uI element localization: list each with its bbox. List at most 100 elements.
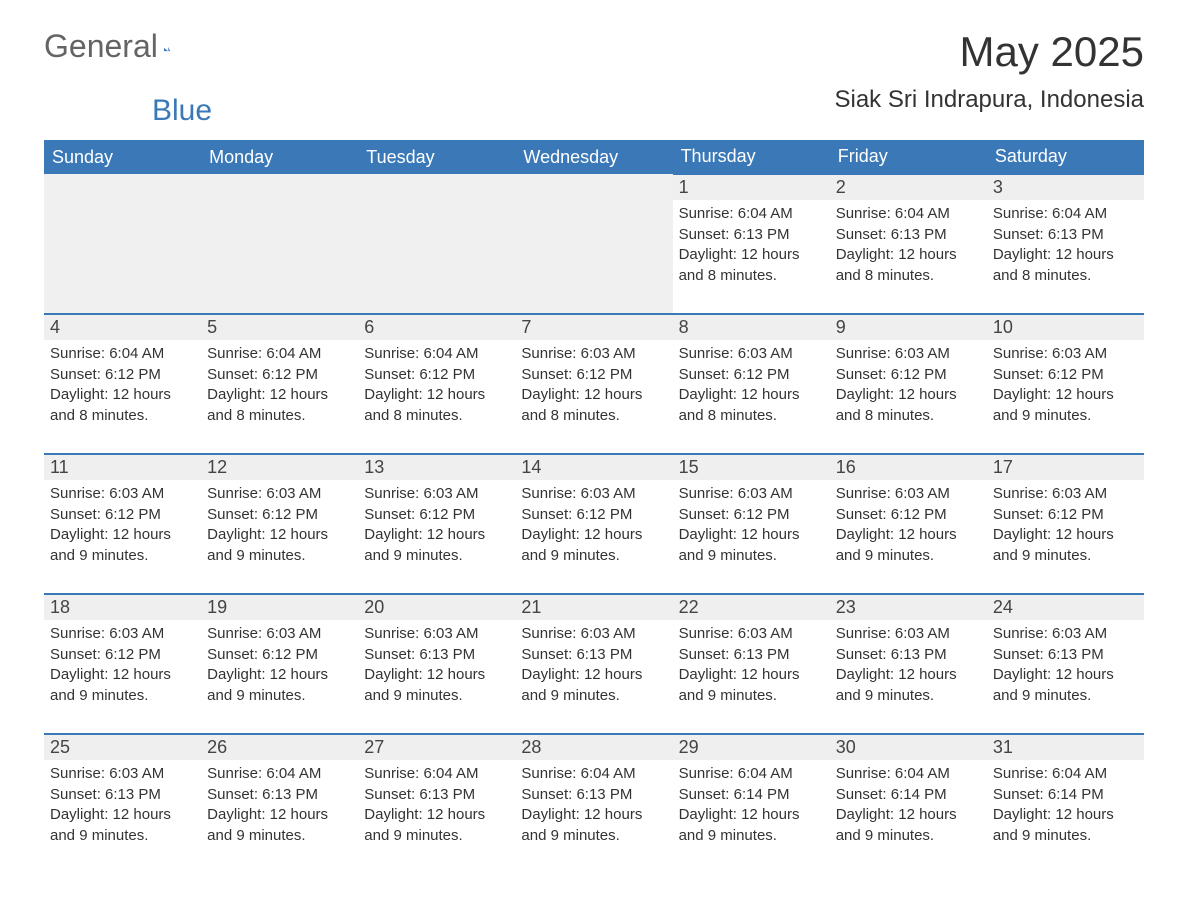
calendar-head: SundayMondayTuesdayWednesdayThursdayFrid… [44,140,1144,174]
logo: General [44,28,200,65]
sunset-line: Sunset: 6:14 PM [679,786,790,803]
day-number: 3 [987,175,1144,200]
day-cell: 5Sunrise: 6:04 AMSunset: 6:12 PMDaylight… [201,314,358,454]
page-title: May 2025 [834,28,1144,76]
sunrise-line: Sunrise: 6:04 AM [836,205,950,222]
day-info: Sunrise: 6:03 AMSunset: 6:12 PMDaylight:… [993,344,1138,427]
daylight-line: Daylight: 12 hours and 8 minutes. [207,386,328,424]
daylight-line: Daylight: 12 hours and 9 minutes. [993,386,1114,424]
daylight-line: Daylight: 12 hours and 8 minutes. [836,386,957,424]
day-cell: 6Sunrise: 6:04 AMSunset: 6:12 PMDaylight… [358,314,515,454]
day-info: Sunrise: 6:04 AMSunset: 6:14 PMDaylight:… [836,764,981,847]
day-number: 17 [987,455,1144,480]
daylight-line: Daylight: 12 hours and 8 minutes. [521,386,642,424]
day-cell: 19Sunrise: 6:03 AMSunset: 6:12 PMDayligh… [201,594,358,734]
sunset-line: Sunset: 6:12 PM [50,646,161,663]
day-number: 6 [358,315,515,340]
daylight-line: Daylight: 12 hours and 9 minutes. [521,666,642,704]
sunrise-line: Sunrise: 6:03 AM [679,345,793,362]
daylight-line: Daylight: 12 hours and 9 minutes. [993,666,1114,704]
day-cell: 21Sunrise: 6:03 AMSunset: 6:13 PMDayligh… [515,594,672,734]
sunrise-line: Sunrise: 6:03 AM [50,625,164,642]
sunrise-line: Sunrise: 6:03 AM [364,485,478,502]
day-info: Sunrise: 6:04 AMSunset: 6:12 PMDaylight:… [207,344,352,427]
sunrise-line: Sunrise: 6:03 AM [521,345,635,362]
calendar-table: SundayMondayTuesdayWednesdayThursdayFrid… [44,140,1144,874]
daylight-line: Daylight: 12 hours and 9 minutes. [207,666,328,704]
sunrise-line: Sunrise: 6:03 AM [521,485,635,502]
day-cell: 30Sunrise: 6:04 AMSunset: 6:14 PMDayligh… [830,734,987,874]
day-number: 23 [830,595,987,620]
sunset-line: Sunset: 6:12 PM [836,366,947,383]
sunset-line: Sunset: 6:14 PM [993,786,1104,803]
sunset-line: Sunset: 6:12 PM [50,366,161,383]
daylight-line: Daylight: 12 hours and 9 minutes. [364,526,485,564]
day-info: Sunrise: 6:04 AMSunset: 6:13 PMDaylight:… [207,764,352,847]
day-cell: 9Sunrise: 6:03 AMSunset: 6:12 PMDaylight… [830,314,987,454]
day-info: Sunrise: 6:03 AMSunset: 6:12 PMDaylight:… [207,624,352,707]
day-number: 20 [358,595,515,620]
sunset-line: Sunset: 6:12 PM [207,506,318,523]
sunrise-line: Sunrise: 6:04 AM [207,765,321,782]
sunrise-line: Sunrise: 6:04 AM [993,205,1107,222]
sunset-line: Sunset: 6:12 PM [364,506,475,523]
daylight-line: Daylight: 12 hours and 9 minutes. [836,526,957,564]
day-cell: 1Sunrise: 6:04 AMSunset: 6:13 PMDaylight… [673,174,830,314]
day-number: 16 [830,455,987,480]
day-info: Sunrise: 6:03 AMSunset: 6:12 PMDaylight:… [679,484,824,567]
day-info: Sunrise: 6:03 AM Sunset: 6:12 PM Daylight:… [50,624,195,707]
daylight-line: Daylight: 12 hours and 9 minutes. [993,806,1114,844]
day-number: 28 [515,735,672,760]
day-info: Sunrise: 6:03 AMSunset: 6:13 PMDaylight:… [364,624,509,707]
day-number: 15 [673,455,830,480]
sunrise-line: Sunrise: 6:03 AM [50,765,164,782]
sunrise-line: Sunrise: 6:03 AM [993,625,1107,642]
day-info: Sunrise: 6:04 AMSunset: 6:12 PMDaylight:… [50,344,195,427]
day-number: 8 [673,315,830,340]
calendar-row: 11 Sunrise: 6:03 AM Sunset: 6:12 PM Dayligh… [44,454,1144,594]
day-number: 12 [201,455,358,480]
sunset-line: Sunset: 6:14 PM [836,786,947,803]
sunrise-line: Sunrise: 6:03 AM [207,485,321,502]
day-info: Sunrise: 6:04 AMSunset: 6:13 PMDaylight:… [679,204,824,287]
day-info: Sunrise: 6:03 AM Sunset: 6:12 PM Daylight:… [364,484,509,567]
day-cell: 26Sunrise: 6:04 AMSunset: 6:13 PMDayligh… [201,734,358,874]
day-info: Sunrise: 6:03 AMSunset: 6:12 PMDaylight:… [679,344,824,427]
day-cell: 31Sunrise: 6:04 AMSunset: 6:14 PMDayligh… [987,734,1144,874]
day-cell: 23 Sunrise: 6:03 AMSunset: 6:13 PMDayligh… [830,594,987,734]
sunset-line: Sunset: 6:12 PM [993,366,1104,383]
daylight-line: Daylight: 12 hours and 9 minutes. [50,666,171,704]
day-info: Sunrise: 6:04 AMSunset: 6:14 PMDaylight:… [993,764,1138,847]
day-number: 11 [44,455,201,480]
day-number: 14 [515,455,672,480]
daylight-line: Daylight: 12 hours and 9 minutes. [836,666,957,704]
sunset-line: Sunset: 6:12 PM [679,366,790,383]
daylight-line: Daylight: 12 hours and 9 minutes. [679,806,800,844]
sunset-line: Sunset: 6:12 PM [207,646,318,663]
sunrise-line: Sunrise: 6:03 AM [679,485,793,502]
day-info: Sunrise: 6:04 AMSunset: 6:13 PMDaylight:… [836,204,981,287]
daylight-line: Daylight: 12 hours and 8 minutes. [836,246,957,284]
day-info: Sunrise: 6:03 AMSunset: 6:13 PMDaylight:… [993,624,1138,707]
daylight-line: Daylight: 12 hours and 9 minutes. [364,666,485,704]
day-info: Sunrise: 6:03 AMSunset: 6:13 PMDaylight:… [836,624,981,707]
sunset-line: Sunset: 6:12 PM [993,506,1104,523]
day-cell: 11Sunrise: 6:03 AMSunset: 6:12 PMDayligh… [44,454,201,594]
day-number: 24 [987,595,1144,620]
weekday-header: Saturday [987,140,1144,174]
sunrise-line: Sunrise: 6:04 AM [50,345,164,362]
daylight-line: Daylight: 12 hours and 9 minutes. [364,806,485,844]
daylight-line: Daylight: 12 hours and 9 minutes. [207,526,328,564]
day-number: 7 [515,315,672,340]
day-cell: 12 Sunrise: 6:03 AM Sunset: 6:12 PM Dayligh… [201,454,358,594]
daylight-line: Daylight: 12 hours and 8 minutes. [679,246,800,284]
calendar-row: 18Sunrise: 6:03 AMSunset: 6:12 PMDayligh… [44,594,1144,734]
daylight-line: Daylight: 12 hours and 9 minutes. [207,806,328,844]
calendar-body: 1Sunrise: 6:04 AMSunset: 6:13 PMDaylight… [44,174,1144,874]
sunset-line: Sunset: 6:12 PM [364,366,475,383]
day-info: Sunrise: 6:04 AMSunset: 6:13 PMDaylight:… [364,764,509,847]
calendar-row: 25Sunrise: 6:03 AMSunset: 6:13 PMDayligh… [44,734,1144,874]
title-block: May 2025 Siak Sri Indrapura, Indonesia [834,28,1144,114]
weekday-header: Wednesday [515,140,672,174]
sunset-line: Sunset: 6:12 PM [521,506,632,523]
